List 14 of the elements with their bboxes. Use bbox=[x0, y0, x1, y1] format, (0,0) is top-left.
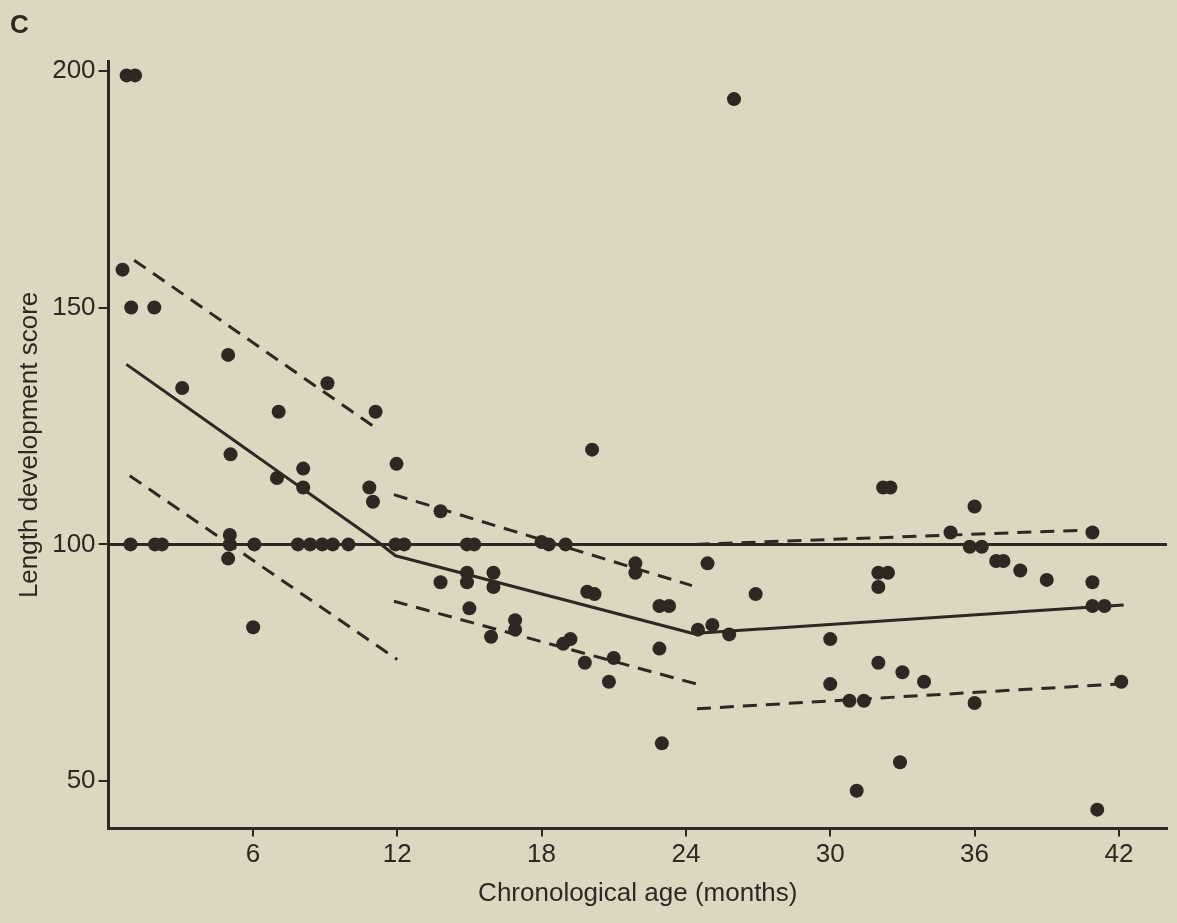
x-tick-label: 6 bbox=[245, 838, 261, 869]
chart-title: C bbox=[10, 8, 29, 39]
y-tick-label: 200 bbox=[52, 53, 96, 84]
y-tick-label: 50 bbox=[66, 764, 96, 795]
x-tick-label: 18 bbox=[527, 838, 557, 869]
x-tick-label: 30 bbox=[815, 838, 845, 869]
y-axis-title: Length development score bbox=[12, 291, 43, 599]
y-tick-label: 100 bbox=[52, 527, 96, 558]
x-tick-label: 36 bbox=[960, 838, 990, 869]
x-tick-label: 42 bbox=[1104, 838, 1134, 869]
x-axis-title: Chronological age (months) bbox=[478, 876, 798, 907]
x-tick-label: 24 bbox=[671, 838, 701, 869]
x-tick-label: 12 bbox=[382, 838, 412, 869]
y-tick-label: 150 bbox=[52, 290, 96, 321]
